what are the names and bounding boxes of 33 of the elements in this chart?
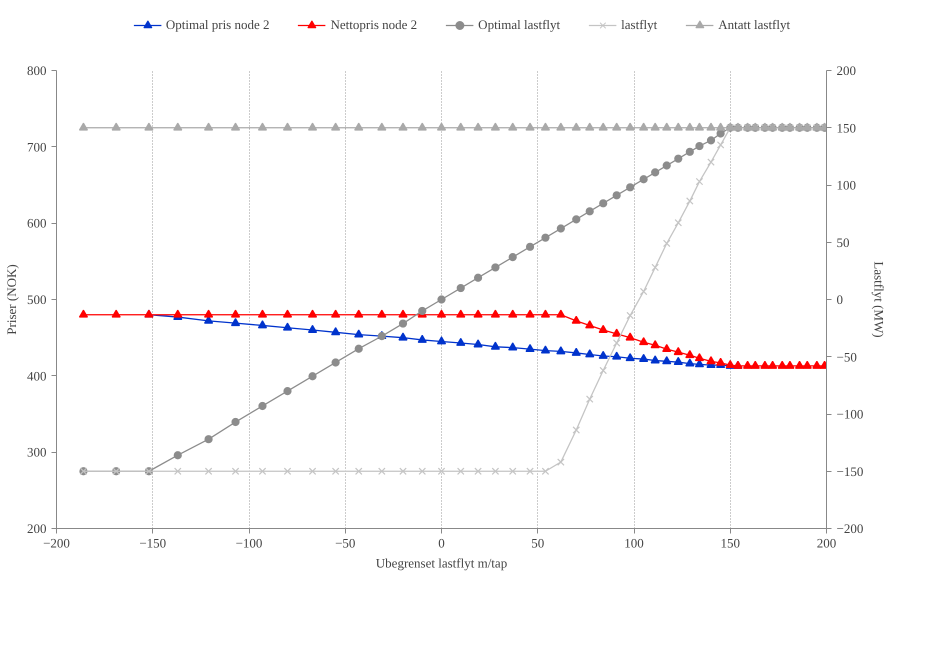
y2-axis-title: Lastflyt (MW): [871, 261, 886, 338]
y2-tick-label: −200: [836, 521, 864, 536]
x-tick-label: −100: [236, 536, 262, 550]
y2-tick-label: 50: [836, 234, 850, 250]
legend-label: Optimal pris node 2: [166, 17, 270, 33]
y-tick-label: 500: [27, 292, 46, 307]
x-tick-label: 200: [816, 536, 836, 550]
x-tick-label: 50: [531, 536, 544, 550]
y2-tick-label: 100: [836, 178, 856, 192]
y2-tick-label: −50: [836, 349, 857, 364]
y2-tick-label: −150: [836, 464, 864, 479]
y-tick-label: 400: [27, 368, 46, 384]
y2-tick-label: 200: [836, 63, 856, 78]
y2-tick-label: −100: [836, 406, 864, 422]
x-axis-title: Ubegrenset lastflyt m/tap: [376, 556, 508, 570]
y-axis-title: Priser (NOK): [4, 264, 19, 335]
legend-label: Antatt lastflyt: [718, 17, 790, 33]
x-tick-label: 0: [438, 536, 445, 550]
x-tick-label: −150: [139, 536, 166, 550]
y-tick-label: 700: [27, 139, 46, 154]
y-tick-label: 200: [27, 521, 46, 536]
x-tick-label: −200: [43, 536, 70, 550]
legend-label: Optimal lastflyt: [478, 17, 560, 33]
x-tick-label: 150: [720, 536, 740, 550]
legend-label: lastflyt: [621, 17, 658, 33]
y2-tick-label: 0: [836, 292, 843, 307]
x-tick-label: 100: [624, 536, 644, 550]
y-tick-label: 300: [27, 444, 46, 460]
legend-label: Nettopris node 2: [330, 17, 418, 33]
x-tick-label: −50: [335, 536, 356, 550]
y-tick-label: 600: [27, 216, 46, 231]
y-tick-label: 800: [27, 63, 46, 78]
y2-tick-label: 150: [836, 120, 856, 136]
